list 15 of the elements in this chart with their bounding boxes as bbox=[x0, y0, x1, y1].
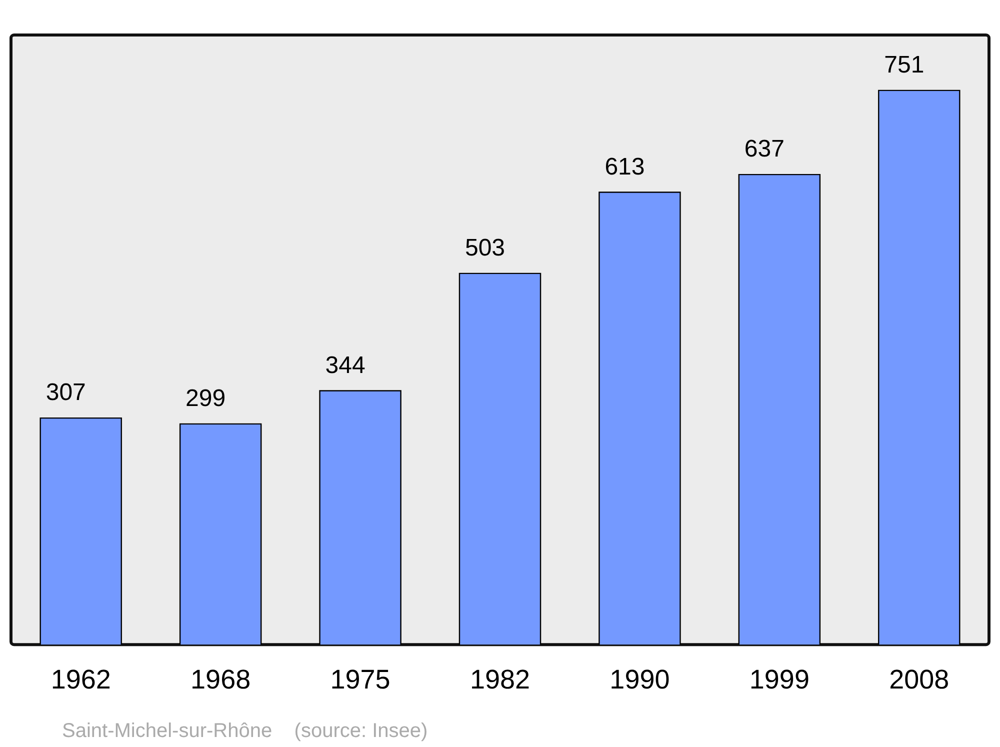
data-label: 637 bbox=[744, 136, 784, 163]
text: Saint-Michel-sur-Rhône (source: Insee) bbox=[62, 720, 428, 742]
x-tick-label: 1999 bbox=[749, 664, 810, 694]
x-tick-label: 2008 bbox=[889, 664, 950, 694]
x-tick-label: 1968 bbox=[190, 664, 251, 694]
x-tick-label: 1975 bbox=[330, 664, 390, 694]
data-label: 613 bbox=[604, 153, 645, 180]
data-label: 344 bbox=[325, 352, 366, 379]
data-label: 299 bbox=[186, 384, 226, 412]
x-tick-label: 1982 bbox=[470, 664, 530, 694]
data-label: 751 bbox=[884, 51, 924, 78]
data-label: 503 bbox=[464, 234, 506, 262]
data-label: 307 bbox=[46, 379, 86, 406]
x-tick-label: 1962 bbox=[50, 664, 111, 694]
x-tick-label: 1990 bbox=[610, 664, 670, 694]
